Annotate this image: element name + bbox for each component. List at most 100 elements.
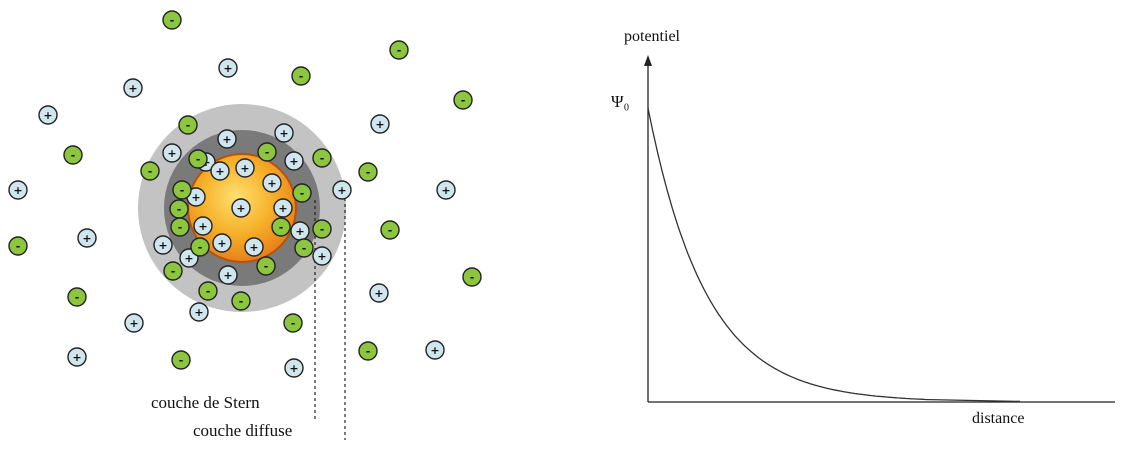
y-axis-arrow [644, 55, 652, 66]
minus-sign: - [171, 265, 176, 278]
plus-sign: + [184, 252, 193, 265]
negative-ion-icon: - [292, 183, 312, 203]
minus-sign: - [206, 285, 211, 298]
minus-sign: - [71, 149, 76, 162]
negative-ion-icon: - [453, 90, 473, 110]
positive-ion-icon: + [290, 221, 310, 241]
plus-sign: + [441, 184, 450, 197]
positive-ion-icon: + [370, 114, 390, 134]
minus-sign: - [320, 152, 325, 165]
plus-sign: + [295, 225, 304, 238]
minus-sign: - [299, 70, 304, 83]
positive-ion-icon: + [123, 78, 143, 98]
minus-sign: - [320, 223, 325, 236]
plus-sign: + [72, 351, 81, 364]
plus-sign: + [128, 82, 137, 95]
minus-sign: - [75, 291, 80, 304]
positive-ion-icon: + [162, 143, 182, 163]
plus-sign: + [82, 232, 91, 245]
negative-ion-icon: - [188, 149, 208, 169]
minus-sign: - [177, 203, 182, 216]
particle-diagram: +++++++++++++++++++++++++++++++++-------… [8, 10, 482, 440]
potential-curve [647, 107, 1021, 403]
minus-sign: - [461, 94, 466, 107]
positive-ion-icon: + [218, 58, 238, 78]
plus-sign: + [289, 362, 298, 375]
negative-ion-icon: - [171, 350, 191, 370]
minus-sign: - [170, 14, 175, 27]
positive-ion-icon: + [332, 180, 352, 200]
negative-ion-icon: - [170, 217, 190, 237]
minus-sign: - [366, 166, 371, 179]
positive-ion-icon: + [8, 180, 28, 200]
positive-ion-icon: + [189, 302, 209, 322]
negative-ion-icon: - [162, 10, 182, 30]
positive-ion-icon: + [212, 233, 232, 253]
plus-sign: + [191, 191, 200, 204]
positive-ion-icon: + [244, 237, 264, 257]
x-axis-label: distance [972, 410, 1025, 427]
plus-sign: + [430, 344, 439, 357]
negative-ion-icon: - [380, 220, 400, 240]
negative-ion-icon: - [198, 281, 218, 301]
positive-ion-icon: + [369, 283, 389, 303]
minus-sign: - [388, 224, 393, 237]
negative-ion-icon: - [389, 40, 409, 60]
plus-sign: + [215, 165, 224, 178]
minus-sign: - [366, 345, 371, 358]
minus-sign: - [264, 260, 269, 273]
electrical-double-layer-diagram: +++++++++++++++++++++++++++++++++-------… [0, 0, 560, 445]
plus-sign: + [337, 184, 346, 197]
plus-sign: + [222, 133, 231, 146]
plus-sign: + [13, 184, 22, 197]
negative-ion-icon: - [178, 115, 198, 135]
plus-sign: + [167, 147, 176, 160]
negative-ion-icon: - [172, 180, 192, 200]
plus-sign: + [374, 287, 383, 300]
potential-chart-svg [644, 55, 1115, 403]
negative-ion-icon: - [462, 267, 482, 287]
minus-sign: - [148, 165, 153, 178]
positive-ion-icon: + [218, 265, 238, 285]
positive-ion-icon: + [235, 158, 255, 178]
minus-sign: - [239, 295, 244, 308]
plus-sign: + [289, 155, 298, 168]
plus-sign: + [223, 269, 232, 282]
plus-sign: + [223, 62, 232, 75]
negative-ion-icon: - [67, 287, 87, 307]
positive-ion-icon: + [67, 347, 87, 367]
minus-sign: - [279, 221, 284, 234]
positive-ion-icon: + [231, 198, 251, 218]
negative-ion-icon: - [312, 219, 332, 239]
plus-sign: + [279, 127, 288, 140]
positive-ion-icon: + [38, 105, 58, 125]
minus-sign: - [178, 221, 183, 234]
plus-sign: + [317, 250, 326, 263]
negative-ion-icon: - [358, 162, 378, 182]
positive-ion-icon: + [312, 246, 332, 266]
positive-ion-icon: + [436, 180, 456, 200]
negative-ion-icon: - [169, 199, 189, 219]
minus-sign: - [186, 119, 191, 132]
minus-sign: - [16, 240, 21, 253]
negative-ion-icon: - [231, 291, 251, 311]
plus-sign: + [158, 239, 167, 252]
negative-ion-icon: - [283, 313, 303, 333]
positive-ion-icon: + [217, 129, 237, 149]
minus-sign: - [470, 271, 475, 284]
positive-ion-icon: + [284, 151, 304, 171]
positive-ion-icon: + [284, 358, 304, 378]
plus-sign: + [236, 202, 245, 215]
y-axis-label: potentiel [624, 28, 680, 45]
positive-ion-icon: + [273, 198, 293, 218]
plus-sign: + [267, 177, 276, 190]
plus-sign: + [43, 109, 52, 122]
potential-chart: potentiel Ψ₀ distance [600, 0, 1130, 445]
minus-sign: - [300, 187, 305, 200]
negative-ion-icon: - [190, 237, 210, 257]
minus-sign: - [179, 354, 184, 367]
positive-ion-icon: + [186, 187, 206, 207]
psi0-label: Ψ₀ [611, 92, 630, 111]
negative-ion-icon: - [271, 217, 291, 237]
positive-ion-icon: + [124, 313, 144, 333]
